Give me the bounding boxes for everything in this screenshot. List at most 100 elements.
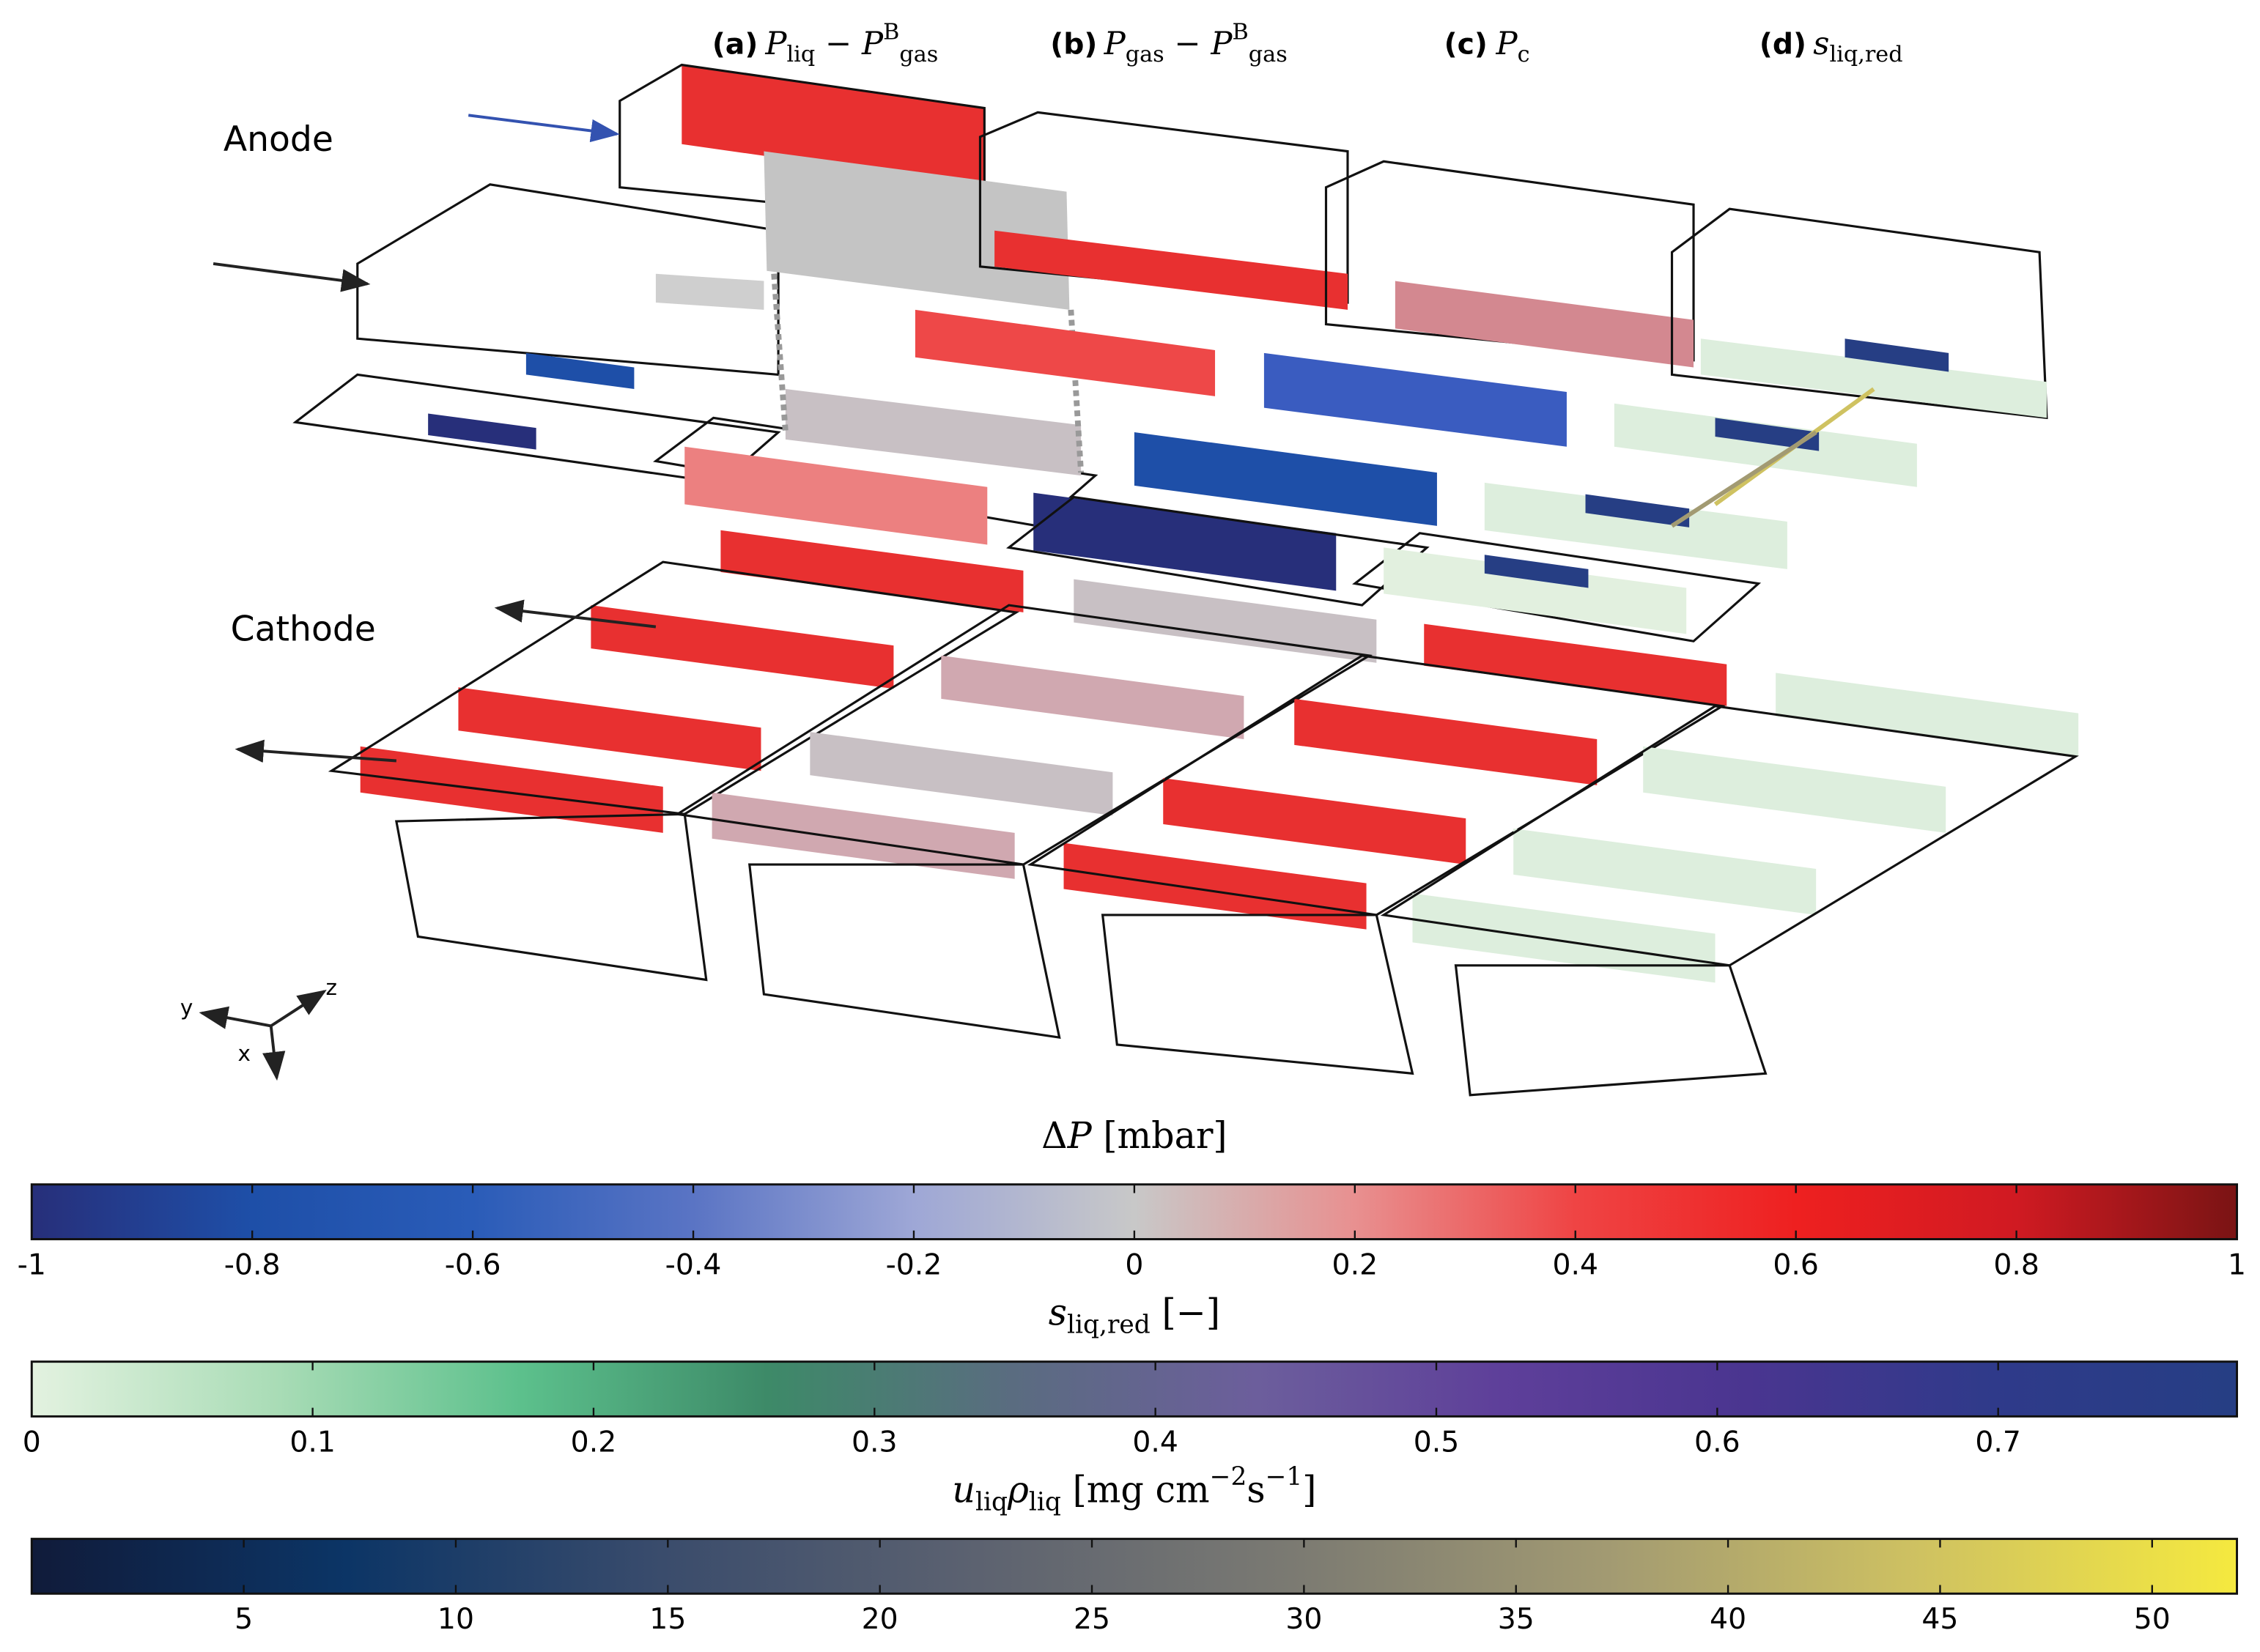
tick-label: -0.2 bbox=[886, 1248, 942, 1281]
math-part: gas bbox=[899, 42, 938, 67]
patch bbox=[712, 792, 1015, 879]
math-part: −2 bbox=[1210, 1462, 1247, 1492]
connector bbox=[771, 273, 789, 433]
box bbox=[747, 863, 1061, 1040]
patch bbox=[915, 309, 1216, 396]
math-part: liq bbox=[1029, 1487, 1061, 1516]
box bbox=[1101, 914, 1414, 1075]
cathode-label: Cathode bbox=[231, 609, 376, 649]
box bbox=[1005, 495, 1430, 607]
streamline bbox=[1670, 430, 1817, 528]
math-part: [−] bbox=[1151, 1291, 1220, 1333]
math-part: gas bbox=[1126, 42, 1164, 67]
math-part: P bbox=[1496, 26, 1518, 62]
math-part: s bbox=[1049, 1291, 1067, 1333]
patch bbox=[1424, 623, 1727, 706]
colorbar-title: sliq,red [−] bbox=[1049, 1291, 1220, 1339]
panel-expression: Pc bbox=[1496, 26, 1530, 67]
colorbar-title: ΔP [mbar] bbox=[1041, 1114, 1227, 1156]
math-part: −1 bbox=[1266, 1462, 1303, 1492]
patch bbox=[1384, 547, 1687, 634]
inlet-arrow bbox=[468, 114, 620, 143]
math-part: liq bbox=[787, 42, 816, 67]
tick-label: -0.6 bbox=[445, 1248, 501, 1281]
math-part: ρ bbox=[1007, 1468, 1029, 1511]
patch bbox=[1163, 778, 1466, 865]
patch bbox=[1484, 555, 1589, 588]
tick-label: 0.4 bbox=[1132, 1425, 1178, 1459]
tick-label: 0.1 bbox=[289, 1425, 336, 1459]
patch bbox=[525, 352, 635, 390]
patch bbox=[1715, 418, 1820, 451]
math-part: − bbox=[1164, 26, 1211, 62]
patch bbox=[1643, 746, 1946, 833]
axis-arrow bbox=[270, 990, 327, 1028]
math-part: liq,red bbox=[1067, 1310, 1151, 1339]
math-part: − bbox=[815, 26, 862, 62]
math-part: Δ bbox=[1041, 1114, 1068, 1156]
math-part: s bbox=[1813, 26, 1829, 62]
tick-label: 10 bbox=[437, 1602, 474, 1636]
box bbox=[356, 183, 780, 377]
box bbox=[292, 373, 781, 484]
panel-expression: sliq,red bbox=[1813, 26, 1902, 67]
tick-label: 0.3 bbox=[852, 1425, 898, 1459]
patch bbox=[785, 389, 1082, 476]
anode-label: Anode bbox=[224, 119, 333, 160]
math-part: P bbox=[1067, 1114, 1093, 1156]
math-part: B bbox=[1233, 20, 1249, 45]
panel-expression: Pgas − PBgas bbox=[1104, 20, 1288, 67]
patch bbox=[1844, 338, 1949, 372]
tick-label: 0.2 bbox=[1332, 1248, 1378, 1281]
patch bbox=[941, 655, 1244, 739]
patch bbox=[764, 151, 1070, 310]
box bbox=[1670, 207, 2048, 420]
connector bbox=[1068, 309, 1085, 473]
math-part: liq,red bbox=[1829, 42, 1902, 67]
box bbox=[1380, 705, 2079, 967]
tick-label: 20 bbox=[862, 1602, 898, 1636]
tick-label: 0.7 bbox=[1975, 1425, 2021, 1459]
patch bbox=[810, 732, 1113, 816]
tick-label: 0 bbox=[1125, 1248, 1143, 1281]
tick-label: 0.5 bbox=[1414, 1425, 1460, 1459]
patch bbox=[1776, 673, 2079, 757]
outlet-arrow bbox=[494, 599, 657, 629]
box bbox=[1324, 160, 1695, 362]
patch bbox=[1585, 494, 1690, 527]
tick-label: 0.4 bbox=[1552, 1248, 1598, 1281]
inlet-arrow bbox=[213, 262, 371, 292]
patch bbox=[1074, 579, 1377, 663]
math-part: P bbox=[1210, 26, 1233, 62]
patch bbox=[684, 446, 988, 545]
axis-label: y bbox=[180, 995, 193, 1020]
tick-label: 1 bbox=[2228, 1248, 2246, 1281]
tick-label: 45 bbox=[1921, 1602, 1958, 1636]
tick-label: 0.2 bbox=[571, 1425, 617, 1459]
axis-arrow bbox=[262, 1026, 286, 1081]
math-part: gas bbox=[1249, 42, 1288, 67]
panel-expression: Pliq − PBgas bbox=[764, 20, 938, 67]
box bbox=[978, 111, 1349, 304]
tick-label: 0.6 bbox=[1773, 1248, 1819, 1281]
patch bbox=[994, 230, 1348, 310]
tick-label: 35 bbox=[1498, 1602, 1535, 1636]
patch bbox=[1263, 352, 1567, 447]
patch bbox=[1412, 893, 1716, 983]
math-part: liq bbox=[975, 1487, 1008, 1516]
tick-label: 15 bbox=[649, 1602, 686, 1636]
patch bbox=[1033, 492, 1337, 591]
patch bbox=[428, 413, 536, 450]
math-part: u bbox=[952, 1468, 975, 1511]
tick-label: 0.8 bbox=[1993, 1248, 2039, 1281]
patch bbox=[1063, 842, 1367, 930]
patch bbox=[360, 746, 663, 833]
tick-label: 0 bbox=[23, 1425, 41, 1459]
wireframe-scene bbox=[199, 63, 2079, 1097]
patch bbox=[682, 64, 985, 188]
tick-label: 25 bbox=[1074, 1602, 1110, 1636]
math-part: B bbox=[883, 20, 899, 45]
patch bbox=[1700, 338, 2047, 418]
